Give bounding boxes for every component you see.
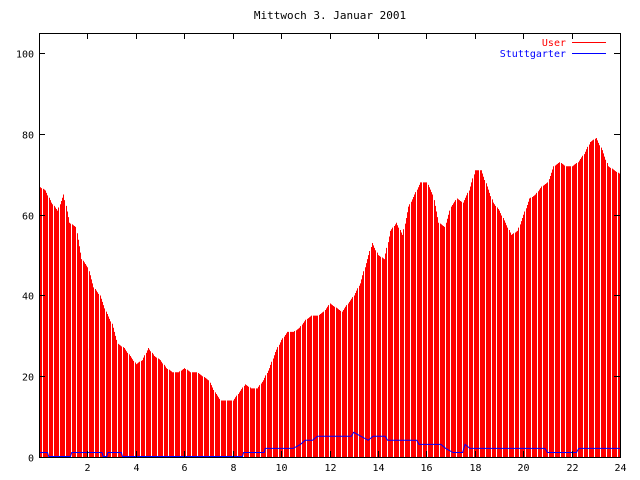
x-tick-label: 4 <box>133 463 139 474</box>
x-tick-label: 8 <box>230 463 236 474</box>
x-tick-label: 16 <box>420 463 432 474</box>
y-axis-ticks: 0 20 40 60 80 100 <box>16 50 620 465</box>
y-tick-label: 80 <box>22 131 34 142</box>
x-tick-label: 18 <box>469 463 481 474</box>
x-tick-label: 22 <box>566 463 578 474</box>
x-axis-ticks: 2 4 6 8 10 12 14 16 18 20 22 24 <box>84 33 627 474</box>
x-tick-label: 10 <box>275 463 287 474</box>
x-tick-label: 2 <box>84 463 90 474</box>
chart-title: Mittwoch 3. Januar 2001 <box>254 9 406 22</box>
x-tick-label: 12 <box>324 463 336 474</box>
legend-user-label: User <box>542 38 566 49</box>
x-tick-label: 6 <box>181 463 187 474</box>
x-tick-label: 14 <box>372 463 384 474</box>
legend: User Stuttgarter <box>500 38 606 60</box>
legend-stuttgarter-label: Stuttgarter <box>500 49 566 60</box>
user-bars-group <box>39 137 620 457</box>
y-tick-label: 20 <box>22 373 34 384</box>
y-tick-label: 40 <box>22 292 34 303</box>
y-tick-label: 60 <box>22 212 34 223</box>
y-tick-label: 0 <box>28 454 34 465</box>
x-tick-label: 24 <box>614 463 626 474</box>
y-tick-label: 100 <box>16 50 34 61</box>
x-tick-label: 20 <box>517 463 529 474</box>
stuttgarter-line <box>39 431 620 457</box>
